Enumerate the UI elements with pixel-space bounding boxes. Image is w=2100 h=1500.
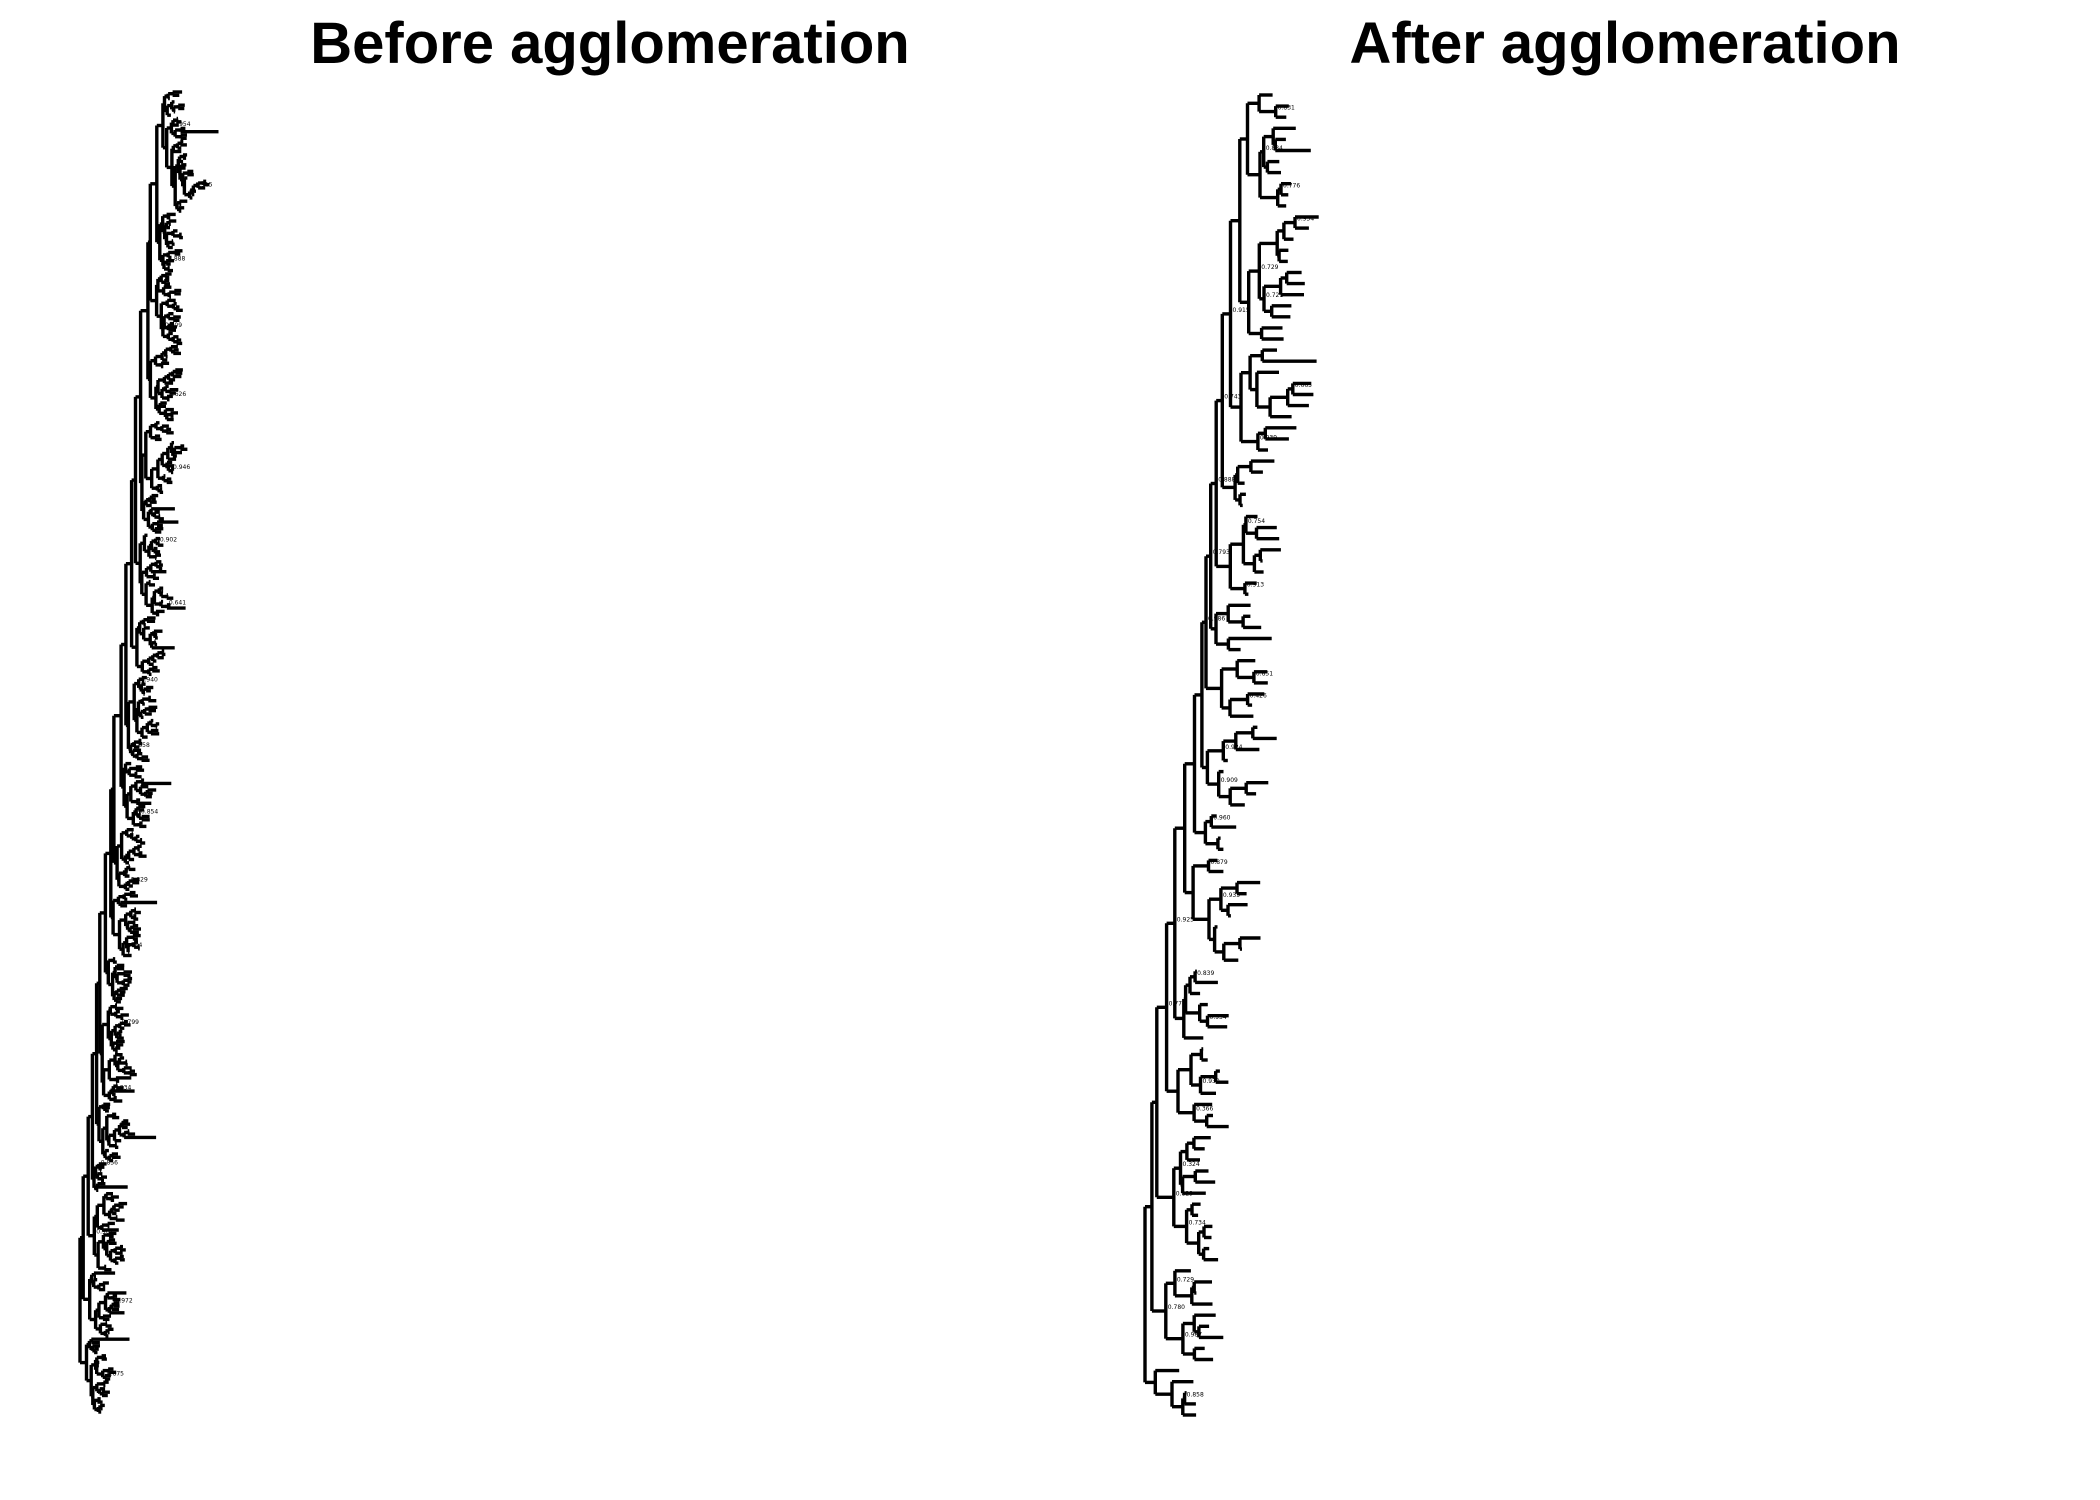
node-support-label: 0.935 <box>1223 892 1240 899</box>
node-support-label: 0.729 <box>1261 264 1278 271</box>
node-support-label: 0.954 <box>1297 216 1314 223</box>
phylogenetic-tree-before: 0.954 0.915 0.888 0.909 0.626 0.946 0.902 0.641… <box>78 90 219 1414</box>
panel-title-after: After agglomeration <box>1349 11 1901 76</box>
node-support-label: 0.909 <box>165 322 182 329</box>
node-support-label: 0.856 <box>101 1159 118 1166</box>
node-support-label: 0.879 <box>1211 859 1228 866</box>
node-support-label: 0.909 <box>1221 777 1238 784</box>
node-support-label: 0.626 <box>169 391 186 398</box>
panel-before-agglomeration: 0.954 0.915 0.888 0.909 0.626 0.946 0.902 0.641… <box>78 11 910 1414</box>
node-support-label: 0.780 <box>1168 1304 1185 1311</box>
node-support-label: 0.641 <box>169 599 186 606</box>
node-support-label: 0.913 <box>1247 582 1264 589</box>
node-support-label: 0.902 <box>160 537 177 544</box>
node-support-label: 0.854 <box>141 809 158 816</box>
node-support-label: 0.946 <box>173 464 190 471</box>
node-support-label: 0.743 <box>1224 394 1241 401</box>
node-support-label: 0.834 <box>1266 145 1283 152</box>
node-support-label: 0.729 <box>1177 1276 1194 1283</box>
node-support-label: 0.930 <box>1203 1078 1220 1085</box>
node-support-label: 0.793 <box>1213 549 1230 556</box>
node-support-label: 0.915 <box>195 181 212 188</box>
node-support-label: 0.939 <box>1260 435 1277 442</box>
node-support-label: 0.960 <box>1213 815 1230 822</box>
node-support-label: 0.915 <box>1233 307 1250 314</box>
node-support-label: 0.366 <box>1196 1106 1213 1113</box>
node-support-label: 0.961 <box>96 1229 113 1236</box>
node-support-label: 0.888 <box>168 255 185 262</box>
node-support-label: 0.776 <box>1283 182 1300 189</box>
tree-before-branches <box>78 90 219 1414</box>
node-support-label: 0.972 <box>116 1298 133 1305</box>
node-support-label: 0.839 <box>1197 970 1214 977</box>
node-support-label: 0.734 <box>1189 1219 1206 1226</box>
tree-before-support-labels: 0.954 0.915 0.888 0.909 0.626 0.946 0.902 0.641… <box>96 121 212 1377</box>
node-support-label: 0.658 <box>133 742 150 749</box>
node-support-label: 0.665 <box>1295 382 1312 389</box>
node-support-label: 0.888 <box>1218 477 1235 484</box>
node-support-label: 0.721 <box>1266 292 1283 299</box>
node-support-label: 0.829 <box>131 877 148 884</box>
node-support-label: 0.754 <box>1248 518 1265 525</box>
tree-after-support-labels: 0.831 0.834 0.776 0.954 0.729 0.721 0.915 0.665… <box>1168 105 1315 1399</box>
node-support-label: 0.925 <box>1177 916 1194 923</box>
panel-title-before: Before agglomeration <box>310 11 910 76</box>
node-support-label: 0.875 <box>107 1370 124 1377</box>
node-support-label: 0.829 <box>1176 1190 1193 1197</box>
node-support-label: 0.934 <box>1210 1014 1227 1021</box>
node-support-label: 0.987 <box>1185 1332 1202 1339</box>
node-support-label: 0.776 <box>1169 1000 1186 1007</box>
panel-after-agglomeration: 0.831 0.834 0.776 0.954 0.729 0.721 0.915 0.665… <box>1050 0 2100 1500</box>
node-support-label: 0.934 <box>114 1085 131 1092</box>
node-support-label: 0.940 <box>141 677 158 684</box>
node-support-label: 0.924 <box>1225 744 1242 751</box>
node-support-label: 0.831 <box>1278 105 1295 112</box>
node-support-label: 0.734 <box>125 942 142 949</box>
phylogenetic-tree-after: 0.831 0.834 0.776 0.954 0.729 0.721 0.915 0.665… <box>1143 93 1319 1417</box>
node-support-label: 0.858 <box>1187 1391 1204 1398</box>
tree-after-branches <box>1143 93 1319 1417</box>
node-support-label: 0.426 <box>1250 693 1267 700</box>
node-support-label: 0.851 <box>1256 670 1273 677</box>
node-support-label: 0.324 <box>1183 1161 1200 1168</box>
node-support-label: 0.986 <box>1208 615 1225 622</box>
node-support-label: 0.954 <box>173 121 190 128</box>
node-support-label: 0.799 <box>122 1019 139 1026</box>
